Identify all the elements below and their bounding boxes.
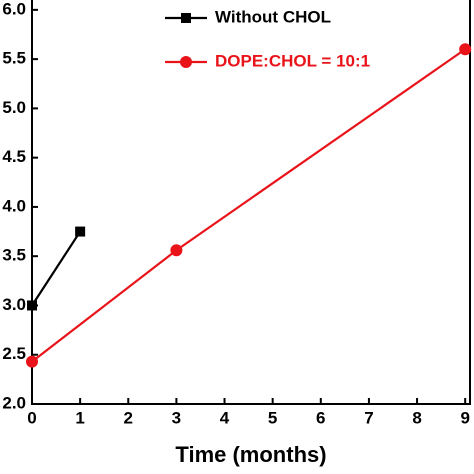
y-tick-label: 2.5 bbox=[2, 344, 26, 363]
y-tick-label: 5.0 bbox=[2, 98, 26, 117]
x-tick-label: 6 bbox=[316, 408, 325, 427]
marker bbox=[75, 226, 86, 237]
legend-marker bbox=[181, 13, 191, 23]
x-tick-label: 2 bbox=[124, 408, 133, 427]
y-tick-label: 4.0 bbox=[2, 196, 26, 215]
y-tick-label: 6.0 bbox=[2, 0, 26, 18]
marker bbox=[459, 43, 472, 56]
legend-label: DOPE:CHOL = 10:1 bbox=[215, 51, 370, 70]
x-tick-label: 3 bbox=[172, 408, 181, 427]
legend-label: Without CHOL bbox=[215, 7, 331, 26]
y-tick-label: 4.5 bbox=[2, 147, 26, 166]
x-tick-label: 8 bbox=[412, 408, 421, 427]
y-tick-label: 2.0 bbox=[2, 393, 26, 412]
x-axis-label: Time (months) bbox=[175, 442, 326, 467]
series-line bbox=[31, 48, 466, 363]
x-tick-label: 5 bbox=[268, 408, 277, 427]
x-tick-label: 0 bbox=[27, 408, 36, 427]
marker bbox=[26, 355, 38, 368]
x-tick-label: 1 bbox=[75, 408, 84, 427]
plot-frame bbox=[31, 0, 471, 405]
marker bbox=[170, 244, 183, 257]
legend-marker bbox=[180, 56, 192, 68]
y-tick-label: 3.0 bbox=[2, 295, 26, 314]
y-tick-label: 5.5 bbox=[2, 49, 26, 68]
x-tick-label: 4 bbox=[220, 408, 230, 427]
marker bbox=[27, 300, 37, 311]
series-line bbox=[31, 230, 82, 307]
y-tick-label: 3.5 bbox=[2, 246, 26, 265]
x-tick-label: 9 bbox=[460, 408, 469, 427]
x-tick-label: 7 bbox=[364, 408, 373, 427]
